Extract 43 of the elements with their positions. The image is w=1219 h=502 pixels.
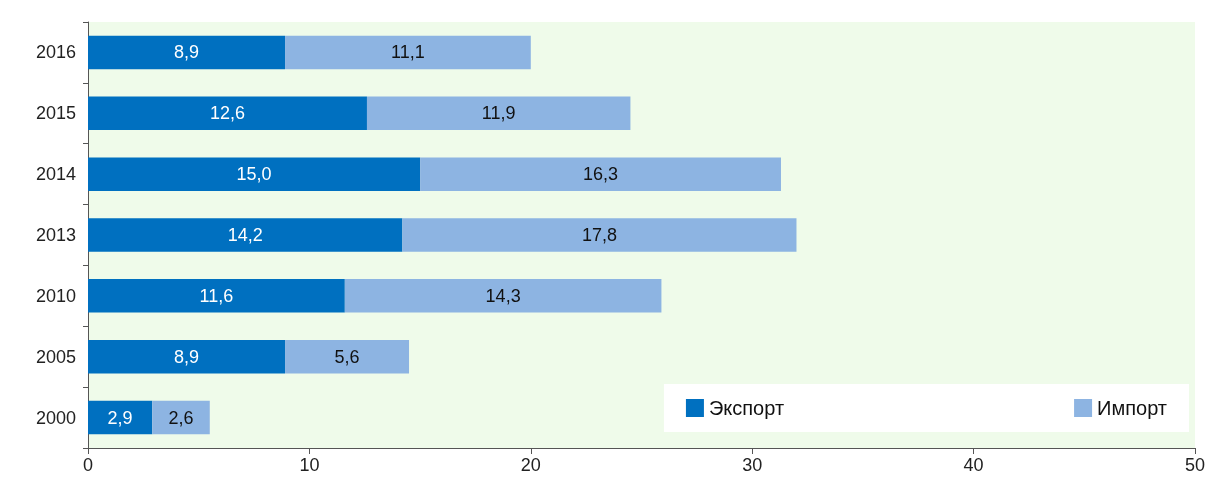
data-label: 14,3 — [485, 285, 521, 306]
y-tick-label: 2010 — [35, 285, 76, 306]
data-label: 16,3 — [583, 164, 619, 185]
y-tick-label: 2013 — [35, 225, 76, 245]
y-tick-label: 2015 — [35, 103, 76, 124]
y-tick-label: 2014 — [35, 164, 76, 185]
data-label: 11,9 — [481, 103, 516, 124]
data-label: 14,2 — [227, 225, 263, 245]
data-label: 2,6 — [168, 407, 194, 428]
bar — [402, 218, 797, 252]
bar — [152, 400, 210, 435]
bar — [88, 96, 367, 131]
x-tick-label: 40 — [963, 455, 984, 475]
data-label: 5,6 — [334, 346, 360, 367]
bar — [285, 339, 410, 374]
bar — [285, 35, 531, 70]
data-label: 15,0 — [236, 164, 272, 185]
data-label: 2,9 — [107, 407, 133, 428]
bar — [88, 35, 286, 70]
x-tick-label: 20 — [520, 455, 541, 475]
bar — [366, 96, 631, 131]
data-label: 8,9 — [174, 42, 200, 63]
bar — [344, 279, 662, 313]
y-tick-label: 2000 — [35, 407, 76, 428]
x-tick-label: 0 — [82, 455, 94, 475]
data-label: 11,6 — [199, 285, 234, 306]
data-label: 8,9 — [174, 346, 200, 367]
x-tick-label: 30 — [742, 455, 763, 475]
bar — [88, 157, 421, 191]
x-tick-label: 50 — [1184, 455, 1206, 475]
bar — [88, 400, 153, 435]
bar — [88, 339, 286, 374]
bar — [88, 218, 403, 252]
data-label: 12,6 — [209, 103, 246, 124]
legend-label: Экспорт — [708, 397, 785, 419]
data-label: 11,1 — [391, 42, 425, 63]
y-tick-label: 2005 — [35, 346, 76, 367]
y-tick-label: 2016 — [35, 42, 76, 63]
legend-label: Импорт — [1097, 397, 1167, 419]
data-label: 17,8 — [581, 225, 617, 245]
bar — [88, 279, 345, 313]
x-tick-label: 10 — [299, 455, 320, 475]
bar — [420, 157, 781, 191]
